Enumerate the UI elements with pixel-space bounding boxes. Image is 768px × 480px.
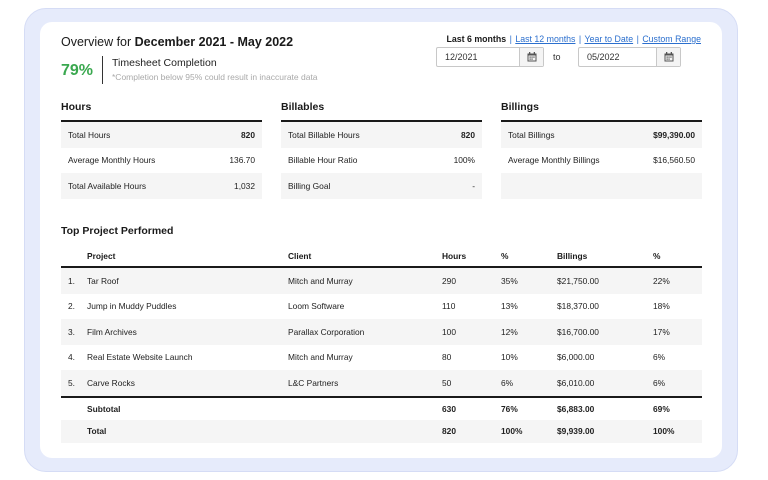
start-date-input[interactable]: 12/2021	[436, 47, 544, 67]
billables-row: Billable Hour Ratio 100%	[288, 155, 475, 166]
overview-card: Overview for December 2021 - May 2022 79…	[40, 22, 722, 458]
billables-row: Total Billable Hours 820	[281, 122, 482, 148]
range-last-12-months[interactable]: Last 12 months	[515, 34, 576, 44]
billings-row: Total Billings $99,390.00	[501, 122, 702, 148]
table-row: 5. Carve Rocks L&C Partners 50 6% $6,010…	[61, 370, 702, 396]
range-year-to-date[interactable]: Year to Date	[584, 34, 634, 44]
subtotal-row: Subtotal 630 76% $6,883.00 69%	[87, 403, 670, 414]
top-projects-table: Project Client Hours % Billings % 1. Tar…	[61, 246, 702, 443]
billings-title: Billings	[501, 101, 539, 113]
billings-panel: Billings Total Billings $99,390.00 Avera…	[501, 101, 702, 199]
title-prefix: Overview for	[61, 35, 132, 49]
completion-divider	[102, 56, 103, 84]
billings-row: Average Monthly Billings $16,560.50	[508, 155, 695, 166]
completion-percent: 79%	[61, 62, 94, 79]
hours-row: Total Hours 820	[61, 122, 262, 148]
calendar-icon[interactable]	[656, 48, 680, 66]
table-row: 4. Real Estate Website Launch Mitch and …	[68, 352, 666, 363]
hours-row: Average Monthly Hours 136.70	[68, 155, 255, 166]
table-header: Project Client Hours % Billings %	[61, 246, 702, 268]
table-row: 2. Jump in Muddy Puddles Loom Software 1…	[68, 301, 670, 312]
title-range: December 2021 - May 2022	[134, 35, 294, 49]
col-hours-pct: %	[501, 251, 509, 261]
completion-label: Timesheet Completion	[112, 57, 217, 69]
completion-note: *Completion below 95% could result in in…	[112, 72, 318, 82]
start-date-value: 12/2021	[445, 52, 478, 62]
billables-row: Billing Goal -	[281, 173, 482, 199]
col-billings-pct: %	[653, 251, 661, 261]
total-row: Total 820 100% $9,939.00 100%	[61, 420, 702, 443]
hours-panel: Hours Total Hours 820 Average Monthly Ho…	[61, 101, 262, 199]
billings-row	[501, 173, 702, 199]
col-client: Client	[288, 251, 312, 261]
billables-title: Billables	[281, 101, 325, 113]
end-date-input[interactable]: 05/2022	[578, 47, 681, 67]
page-title: Overview for December 2021 - May 2022	[61, 35, 293, 49]
col-billings: Billings	[557, 251, 588, 261]
range-selector: Last 6 months | Last 12 months | Year to…	[446, 34, 701, 44]
hours-title: Hours	[61, 101, 92, 113]
range-last-6-months[interactable]: Last 6 months	[446, 34, 507, 44]
table-row: 3. Film Archives Parallax Corporation 10…	[61, 319, 702, 345]
end-date-value: 05/2022	[587, 52, 620, 62]
to-label: to	[553, 52, 561, 62]
range-custom[interactable]: Custom Range	[642, 34, 701, 44]
hours-row: Total Available Hours 1,032	[61, 173, 262, 199]
billables-panel: Billables Total Billable Hours 820 Billa…	[281, 101, 482, 199]
col-hours: Hours	[442, 251, 467, 261]
calendar-icon[interactable]	[519, 48, 543, 66]
top-projects-title: Top Project Performed	[61, 225, 174, 237]
col-project: Project	[87, 251, 116, 261]
table-row: 1. Tar Roof Mitch and Murray 290 35% $21…	[61, 268, 702, 294]
